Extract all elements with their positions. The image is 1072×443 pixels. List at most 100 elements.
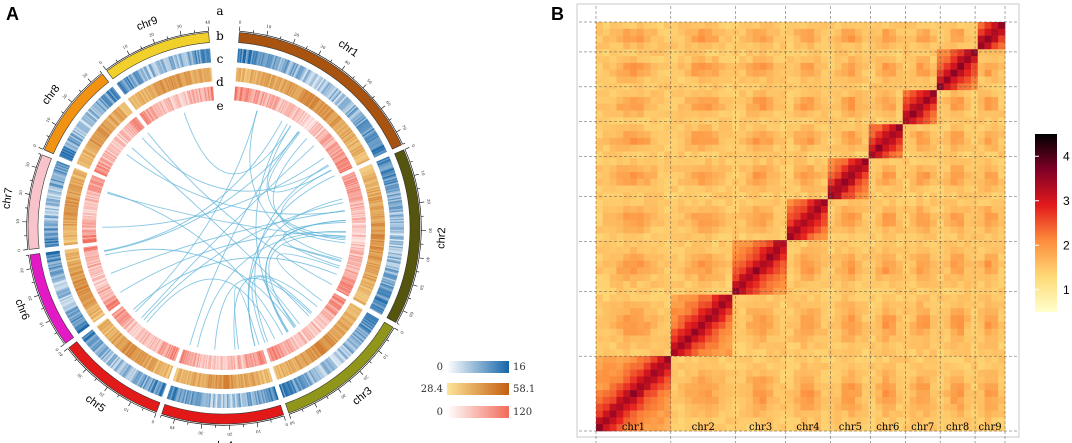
track-bin bbox=[292, 335, 302, 348]
track-bin bbox=[377, 288, 392, 296]
hic-cell bbox=[630, 206, 638, 214]
track-bin bbox=[120, 340, 131, 352]
hic-cell bbox=[957, 274, 965, 282]
hic-cell bbox=[889, 117, 897, 125]
hic-cell bbox=[643, 294, 651, 302]
track-bin bbox=[133, 349, 143, 362]
track-bin bbox=[370, 218, 385, 221]
hic-cell bbox=[739, 90, 747, 98]
hic-cell bbox=[636, 253, 645, 261]
hic-cell bbox=[834, 103, 842, 111]
track-bin bbox=[370, 237, 385, 241]
track-bin bbox=[370, 211, 385, 215]
hic-cell bbox=[630, 35, 638, 43]
hic-cell bbox=[677, 233, 685, 241]
track-bin bbox=[88, 337, 101, 348]
track-bin bbox=[303, 69, 312, 83]
track-bin bbox=[235, 67, 239, 82]
track-bin bbox=[96, 317, 109, 328]
hic-cell bbox=[793, 144, 801, 152]
hic-cell bbox=[766, 117, 774, 125]
track-bin bbox=[245, 68, 250, 83]
track-bin bbox=[320, 107, 332, 119]
track-bin bbox=[110, 332, 122, 344]
hic-cell bbox=[766, 171, 774, 180]
hic-cell bbox=[820, 35, 829, 43]
hic-cell bbox=[930, 22, 938, 30]
hic-cell bbox=[991, 260, 999, 268]
track-bin bbox=[243, 373, 247, 388]
hic-cell bbox=[684, 281, 692, 289]
hic-cell bbox=[711, 69, 719, 77]
hic-cell bbox=[745, 301, 754, 309]
hic-cell bbox=[780, 246, 788, 255]
track-bin bbox=[308, 121, 319, 133]
hic-cell bbox=[814, 69, 822, 77]
track-bin bbox=[358, 122, 371, 132]
hic-cell bbox=[970, 90, 979, 98]
track-bin bbox=[311, 98, 321, 111]
track-bin bbox=[292, 378, 300, 393]
track-bin bbox=[96, 345, 108, 357]
hic-cell bbox=[650, 103, 658, 111]
hic-cell bbox=[916, 253, 924, 261]
hic-cell bbox=[848, 42, 856, 50]
track-bin bbox=[332, 119, 344, 130]
track-bin bbox=[307, 72, 317, 86]
track-bin bbox=[186, 370, 191, 385]
hic-cell bbox=[630, 103, 638, 111]
track-bin bbox=[353, 296, 367, 305]
track-bin bbox=[380, 168, 395, 175]
hic-cell bbox=[923, 110, 931, 118]
hic-cell bbox=[861, 76, 869, 84]
hic-cell bbox=[677, 171, 685, 180]
track-bin bbox=[376, 291, 391, 299]
track-bin bbox=[268, 347, 275, 362]
hic-cell bbox=[766, 301, 774, 309]
track-bin bbox=[323, 359, 334, 372]
track-bin bbox=[320, 338, 331, 350]
track-bin bbox=[258, 71, 264, 86]
hic-cell bbox=[711, 35, 719, 43]
track-bin bbox=[361, 279, 375, 287]
hic-cell bbox=[745, 199, 754, 207]
track-bin bbox=[320, 362, 330, 375]
hic-cell bbox=[895, 165, 904, 173]
hic-cell bbox=[677, 185, 685, 193]
tick bbox=[318, 50, 322, 55]
track-bin bbox=[388, 248, 403, 252]
hic-cell bbox=[698, 103, 706, 111]
hic-cell bbox=[664, 226, 672, 234]
track-bin bbox=[97, 346, 109, 358]
hic-cell bbox=[800, 199, 808, 207]
track-bin bbox=[100, 348, 112, 361]
hic-cell bbox=[807, 260, 815, 268]
track-bin bbox=[383, 176, 397, 182]
hic-cell bbox=[596, 124, 604, 132]
hic-cell bbox=[650, 158, 658, 166]
hic-cell bbox=[643, 151, 651, 159]
hic-cell bbox=[752, 199, 760, 207]
hic-cell bbox=[609, 226, 617, 234]
hic-cell bbox=[786, 206, 794, 214]
hic-cell bbox=[793, 178, 801, 186]
hic-cell bbox=[677, 49, 685, 57]
hic-cell bbox=[834, 144, 842, 152]
hic-cell bbox=[684, 219, 692, 227]
track-bin bbox=[359, 123, 372, 133]
hic-cell bbox=[807, 281, 815, 289]
track-bin bbox=[351, 242, 366, 246]
track-bin bbox=[377, 158, 391, 166]
track-bin bbox=[356, 327, 369, 337]
track-bin bbox=[201, 354, 205, 369]
track-bin bbox=[259, 52, 264, 67]
hic-cell bbox=[861, 274, 869, 282]
hic-cell bbox=[855, 69, 863, 77]
hic-cell bbox=[766, 42, 774, 50]
track-bin bbox=[387, 197, 402, 202]
hic-cell bbox=[834, 171, 842, 180]
hic-cell bbox=[930, 131, 938, 139]
hic-cell bbox=[786, 144, 794, 152]
hic-cell bbox=[684, 274, 692, 282]
track-bin bbox=[293, 334, 303, 348]
